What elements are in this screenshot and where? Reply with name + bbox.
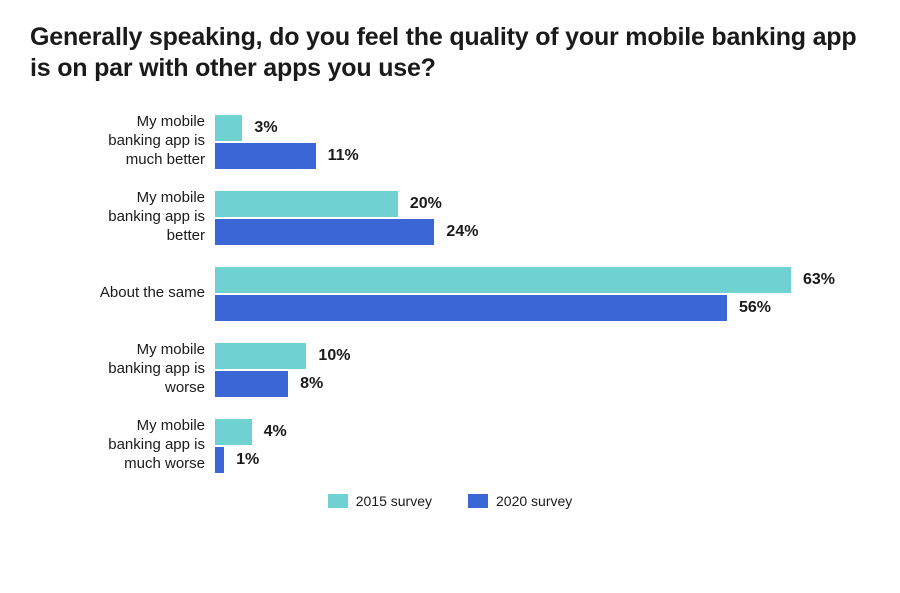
bar [215,143,316,169]
legend-swatch [468,494,488,508]
bar-row: 4% [215,419,870,445]
bar [215,267,791,293]
legend-label: 2020 survey [496,493,572,509]
bars-container: 10% 8% [215,341,870,399]
bar [215,219,434,245]
category-label: About the same [30,284,215,303]
category-label: My mobilebanking app ismuch worse [30,417,215,473]
bar [215,343,306,369]
chart-title: Generally speaking, do you feel the qual… [30,22,870,85]
category-label: My mobilebanking app isworse [30,341,215,397]
legend-item: 2015 survey [328,493,432,509]
bars-container: 63% 56% [215,265,870,323]
category-group: My mobilebanking app isbetter20%24% [30,189,870,247]
category-group: About the same 63% 56% [30,265,870,323]
bar-value-label: 3% [254,119,277,137]
bar-row: 3% [215,115,870,141]
bars-container: 3% 11% [215,113,870,171]
bar-row: 1% [215,447,870,473]
bar-value-label: 11% [328,147,359,165]
bar-row: 10% [215,343,870,369]
bar [215,371,288,397]
bar-value-label: 8% [300,375,323,393]
bar-value-label: 4% [264,423,287,441]
bar [215,447,224,473]
bar [215,419,252,445]
grouped-bar-chart: My mobilebanking app ismuch better3%11%M… [30,113,870,475]
category-group: My mobilebanking app isworse 10% 8% [30,341,870,399]
bar [215,295,727,321]
bars-container: 20%24% [215,189,870,247]
bar-row: 24% [215,219,870,245]
bar-value-label: 10% [318,347,350,365]
category-group: My mobilebanking app ismuch better 3% 11% [30,113,870,171]
legend: 2015 survey 2020 survey [30,493,870,509]
legend-swatch [328,494,348,508]
legend-item: 2020 survey [468,493,572,509]
category-group: My mobilebanking app ismuch worse 4% 1% [30,417,870,475]
bar-value-label: 1% [236,451,259,469]
bar-value-label: 24% [446,223,478,241]
category-label: My mobilebanking app isbetter [30,189,215,245]
bar-value-label: 20% [410,195,442,213]
bar-row: 63% [215,267,870,293]
bar [215,115,242,141]
bar-row: 11% [215,143,870,169]
bar [215,191,398,217]
bar-row: 20% [215,191,870,217]
bar-row: 8% [215,371,870,397]
bar-value-label: 63% [803,271,835,289]
bar-row: 56% [215,295,870,321]
legend-label: 2015 survey [356,493,432,509]
bar-value-label: 56% [739,299,771,317]
bars-container: 4% 1% [215,417,870,475]
category-label: My mobilebanking app ismuch better [30,113,215,169]
